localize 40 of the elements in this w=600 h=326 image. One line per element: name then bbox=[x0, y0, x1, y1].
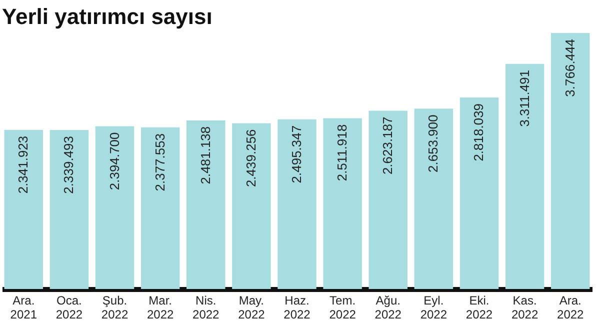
bar bbox=[414, 108, 454, 289]
data-label: 2.623.187 bbox=[380, 116, 396, 175]
x-tick-label: May. 2022 bbox=[238, 294, 266, 322]
data-label: 3.766.444 bbox=[562, 39, 578, 97]
bar bbox=[368, 110, 408, 289]
bar bbox=[50, 130, 89, 289]
data-label: 2.511.918 bbox=[334, 124, 350, 182]
bar bbox=[278, 119, 316, 289]
data-label: 2.341.923 bbox=[16, 136, 31, 194]
bar bbox=[323, 118, 362, 289]
data-label: 2.653.900 bbox=[426, 114, 441, 172]
x-tick-label: Ara. 2021 bbox=[10, 294, 38, 322]
x-tick-label: Eki. 2022 bbox=[466, 294, 493, 322]
chart-title: Yerli yatırımcı sayısı bbox=[2, 4, 212, 29]
bar bbox=[95, 126, 134, 289]
x-tick-label: Haz. 2022 bbox=[284, 294, 311, 322]
data-label: 2.495.347 bbox=[289, 125, 304, 184]
data-label: 3.311.491 bbox=[516, 70, 532, 127]
bar bbox=[232, 123, 271, 289]
bar bbox=[4, 130, 44, 289]
bar bbox=[140, 127, 180, 289]
bar bbox=[460, 97, 499, 289]
x-tick-label: Ara. 2022 bbox=[557, 294, 584, 322]
data-label: 2.481.138 bbox=[198, 126, 213, 184]
data-label: 2.339.493 bbox=[61, 136, 76, 194]
x-tick-label: Tem. 2022 bbox=[329, 294, 356, 322]
x-tick-label: Oca. 2022 bbox=[56, 294, 83, 322]
data-label: 2.394.700 bbox=[106, 132, 122, 190]
bar bbox=[550, 33, 590, 289]
x-tick-label: Mar. 2022 bbox=[146, 294, 174, 322]
bar bbox=[505, 64, 544, 289]
data-label: 2.439.256 bbox=[243, 129, 258, 188]
data-label: 2.818.039 bbox=[471, 103, 486, 162]
x-tick-label: Kas. 2022 bbox=[511, 294, 538, 322]
x-tick-label: Nis. 2022 bbox=[192, 294, 220, 322]
x-tick-label: Ağu. 2022 bbox=[374, 294, 402, 322]
bar bbox=[186, 120, 226, 289]
x-tick-label: Şub. 2022 bbox=[101, 294, 128, 322]
x-tick-label: Eyl. 2022 bbox=[420, 294, 448, 322]
data-label: 2.377.553 bbox=[152, 133, 168, 192]
